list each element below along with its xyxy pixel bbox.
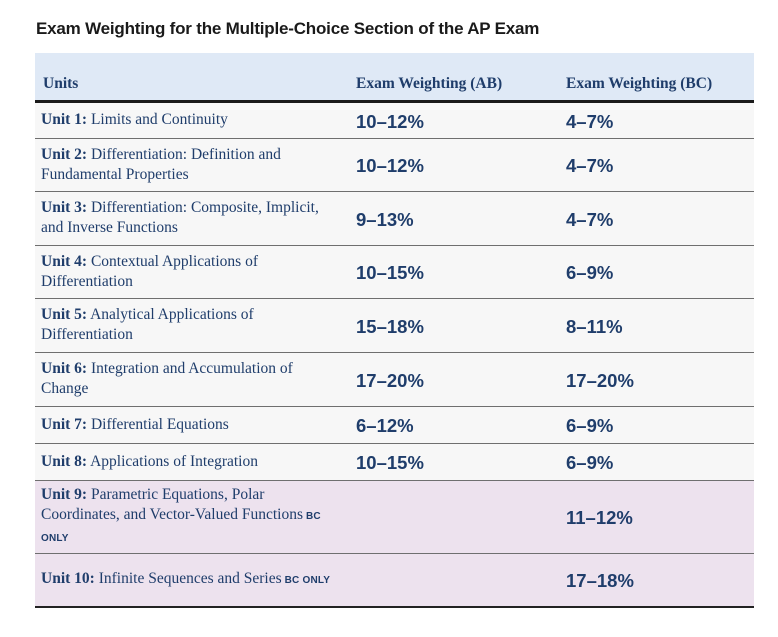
unit-cell: Unit 10: Infinite Sequences and Series BC… xyxy=(35,553,348,608)
unit-cell: Unit 7: Differential Equations xyxy=(35,406,348,444)
bc-weight: 17–20% xyxy=(558,352,754,407)
unit-cell: Unit 4: Contextual Applications of Diffe… xyxy=(35,245,348,299)
bc-weight: 4–7% xyxy=(558,191,754,246)
bc-weight: 17–18% xyxy=(558,553,754,608)
ab-weight: 17–20% xyxy=(348,352,558,407)
table-row: Unit 8: Applications of Integration 10–1… xyxy=(35,443,754,481)
ab-weight: 10–15% xyxy=(348,443,558,481)
bc-weight: 8–11% xyxy=(558,298,754,353)
bc-weight: 6–9% xyxy=(558,406,754,444)
ab-weight: 15–18% xyxy=(348,298,558,353)
unit-cell: Unit 5: Analytical Applications of Diffe… xyxy=(35,298,348,353)
table-row: Unit 6: Integration and Accumulation of … xyxy=(35,352,754,407)
table-row: Unit 7: Differential Equations 6–12% 6–9… xyxy=(35,406,754,444)
bc-weight: 6–9% xyxy=(558,245,754,299)
unit-cell: Unit 6: Integration and Accumulation of … xyxy=(35,352,348,407)
page-title: Exam Weighting for the Multiple-Choice S… xyxy=(36,19,540,38)
bc-weight: 6–9% xyxy=(558,443,754,481)
bc-only-tag: BC ONLY xyxy=(41,510,321,544)
ab-weight xyxy=(348,553,558,608)
table-row-bc-only: Unit 10: Infinite Sequences and Series BC… xyxy=(35,553,754,608)
table-row-bc-only: Unit 9: Parametric Equations, Polar Coor… xyxy=(35,480,754,554)
ab-weight: 9–13% xyxy=(348,191,558,246)
bc-weight: 4–7% xyxy=(558,101,754,139)
bc-only-tag: BC ONLY xyxy=(284,574,331,586)
ab-weight: 10–12% xyxy=(348,101,558,139)
exam-weighting-table: Units Exam Weighting (AB) Exam Weighting… xyxy=(35,53,754,608)
table-row: Unit 1: Limits and Continuity 10–12% 4–7… xyxy=(35,101,754,139)
bc-weight: 11–12% xyxy=(558,480,754,554)
header-bc: Exam Weighting (BC) xyxy=(558,53,754,103)
ab-weight: 10–15% xyxy=(348,245,558,299)
header-units: Units xyxy=(35,53,348,103)
unit-cell: Unit 8: Applications of Integration xyxy=(35,443,348,481)
table-header-row: Units Exam Weighting (AB) Exam Weighting… xyxy=(35,53,754,103)
unit-cell: Unit 2: Differentiation: Definition and … xyxy=(35,138,348,192)
table-row: Unit 3: Differentiation: Composite, Impl… xyxy=(35,191,754,246)
unit-cell: Unit 3: Differentiation: Composite, Impl… xyxy=(35,191,348,246)
ab-weight: 10–12% xyxy=(348,138,558,192)
unit-cell: Unit 9: Parametric Equations, Polar Coor… xyxy=(35,480,348,554)
bc-weight: 4–7% xyxy=(558,138,754,192)
table-row: Unit 4: Contextual Applications of Diffe… xyxy=(35,245,754,299)
ab-weight xyxy=(348,480,558,554)
table-row: Unit 5: Analytical Applications of Diffe… xyxy=(35,298,754,353)
header-ab: Exam Weighting (AB) xyxy=(348,53,558,103)
ab-weight: 6–12% xyxy=(348,406,558,444)
unit-cell: Unit 1: Limits and Continuity xyxy=(35,101,348,139)
table-row: Unit 2: Differentiation: Definition and … xyxy=(35,138,754,192)
